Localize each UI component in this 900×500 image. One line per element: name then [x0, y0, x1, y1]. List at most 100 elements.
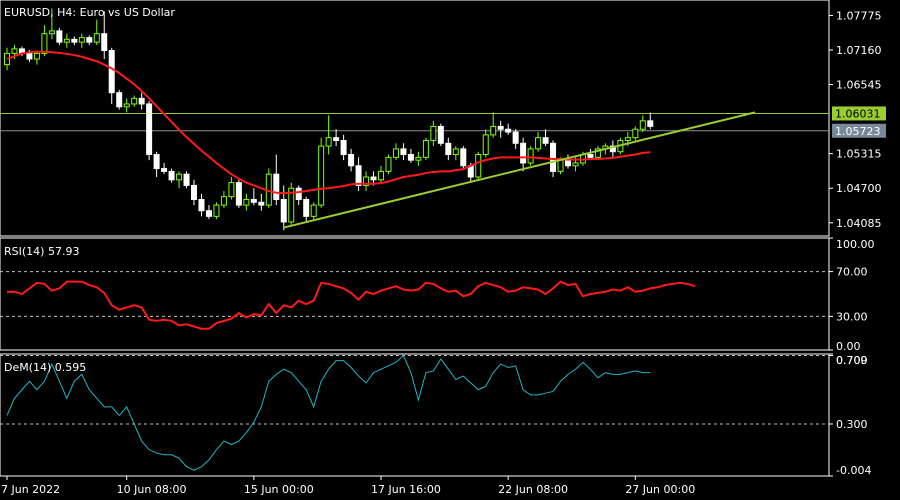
trendline[interactable]: [283, 111, 756, 229]
candle[interactable]: [191, 179, 197, 206]
candle[interactable]: [93, 19, 100, 45]
candle[interactable]: [123, 98, 130, 113]
candle[interactable]: [318, 137, 325, 208]
candle[interactable]: [392, 143, 399, 161]
candle[interactable]: [647, 112, 654, 130]
candle[interactable]: [101, 11, 108, 59]
candle[interactable]: [228, 177, 235, 200]
candle[interactable]: [33, 50, 40, 65]
candle[interactable]: [422, 137, 429, 161]
demarker-axis-label: 0.700: [836, 354, 868, 367]
candle[interactable]: [250, 188, 257, 206]
candle-body: [288, 187, 295, 223]
candle[interactable]: [482, 129, 489, 158]
candle[interactable]: [378, 165, 384, 183]
candle-body: [378, 170, 384, 181]
candle-body: [295, 187, 302, 200]
symbol-header: EURUSD, H4: Euro vs US Dollar: [4, 6, 175, 19]
candle[interactable]: [235, 179, 242, 208]
demarker-axis-label: -0.004: [836, 464, 871, 477]
candle[interactable]: [153, 151, 160, 177]
candle[interactable]: [220, 191, 227, 208]
candle-body: [33, 52, 40, 60]
candle[interactable]: [385, 154, 392, 175]
price-pane[interactable]: EURUSD, H4: Euro vs US Dollar: [0, 0, 830, 237]
candle[interactable]: [176, 171, 183, 189]
candle[interactable]: [594, 146, 601, 161]
candle-body: [116, 92, 123, 108]
candle[interactable]: [535, 132, 542, 152]
price-axis-label: 1.04085: [836, 217, 882, 230]
candle[interactable]: [288, 182, 295, 225]
candle[interactable]: [407, 148, 414, 163]
candle[interactable]: [131, 95, 138, 107]
candle[interactable]: [303, 196, 310, 222]
candle[interactable]: [161, 162, 168, 175]
candle[interactable]: [527, 146, 534, 166]
candle[interactable]: [168, 168, 175, 183]
candle[interactable]: [205, 205, 212, 220]
candle[interactable]: [632, 126, 639, 141]
bid-price-label: 1.06031: [835, 107, 881, 120]
candle[interactable]: [452, 146, 459, 161]
candle[interactable]: [505, 123, 512, 135]
candle[interactable]: [138, 92, 145, 110]
candle[interactable]: [333, 129, 340, 147]
candle[interactable]: [48, 8, 55, 40]
candle-body: [333, 137, 340, 141]
demarker-pane[interactable]: DeM(14) 0.595: [0, 353, 830, 477]
candle[interactable]: [265, 168, 272, 208]
candle-body: [490, 125, 497, 136]
candle[interactable]: [355, 157, 362, 192]
candle[interactable]: [445, 137, 452, 161]
candle[interactable]: [258, 193, 265, 211]
rsi-axis-label: 30.00: [836, 310, 868, 323]
candle[interactable]: [437, 123, 444, 147]
candle[interactable]: [363, 171, 370, 192]
candle[interactable]: [273, 154, 280, 206]
candle-body: [63, 38, 70, 43]
candle[interactable]: [512, 129, 519, 149]
candle[interactable]: [430, 120, 437, 147]
candle-body: [392, 148, 399, 158]
candle[interactable]: [213, 202, 220, 220]
candle[interactable]: [146, 101, 153, 161]
candle-body: [93, 33, 100, 43]
rsi-pane[interactable]: RSI(14) 57.93: [0, 237, 830, 351]
candle[interactable]: [520, 137, 527, 172]
candle[interactable]: [325, 115, 332, 155]
time-axis-label: 15 Jun 00:00: [244, 483, 314, 496]
candle[interactable]: [490, 112, 497, 138]
candle[interactable]: [542, 129, 549, 147]
candle[interactable]: [116, 89, 123, 110]
candle-body: [138, 97, 145, 105]
candle[interactable]: [415, 151, 422, 166]
candle[interactable]: [71, 36, 78, 45]
candle-body: [475, 154, 482, 178]
candle[interactable]: [108, 47, 115, 104]
candle-body: [572, 162, 579, 167]
candle[interactable]: [340, 134, 347, 161]
candle-body: [550, 142, 557, 172]
candle[interactable]: [198, 193, 205, 217]
candle[interactable]: [310, 202, 317, 220]
candle-body: [325, 137, 332, 147]
candle[interactable]: [348, 148, 355, 172]
candle[interactable]: [243, 193, 250, 211]
candle[interactable]: [400, 143, 407, 161]
candle[interactable]: [639, 115, 646, 133]
candle-body: [228, 182, 235, 198]
candle[interactable]: [295, 185, 302, 206]
candle-body: [280, 198, 287, 223]
candle[interactable]: [63, 33, 70, 48]
candle[interactable]: [56, 28, 63, 45]
candle[interactable]: [497, 120, 504, 138]
candle-body: [131, 97, 138, 105]
candle[interactable]: [475, 151, 482, 180]
candle-body: [273, 173, 280, 200]
candle[interactable]: [460, 146, 467, 169]
candle[interactable]: [78, 33, 85, 48]
candle[interactable]: [183, 171, 190, 189]
candle[interactable]: [86, 35, 93, 45]
